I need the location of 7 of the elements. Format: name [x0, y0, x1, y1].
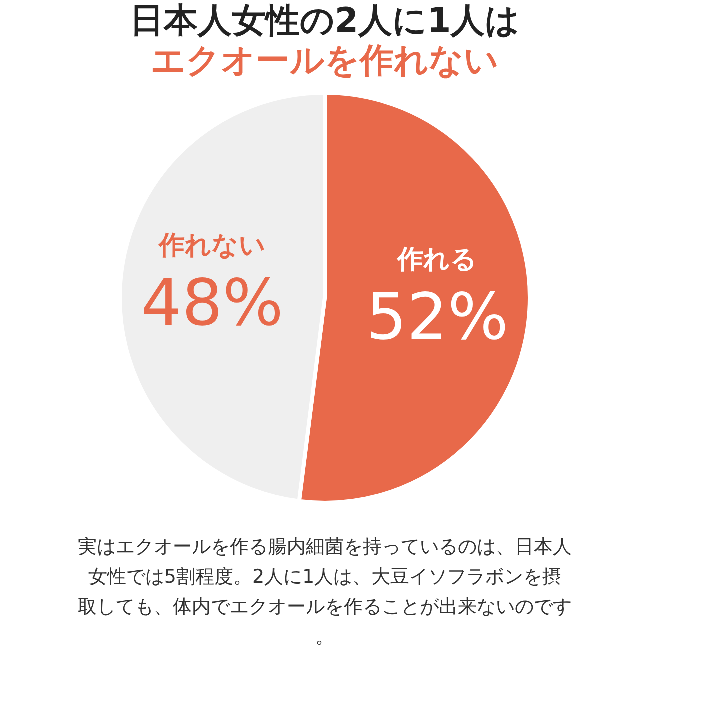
- chart-title: 日本人女性の2人に1人は: [130, 1, 520, 41]
- chart-subtitle: エクオールを作れない: [151, 41, 499, 81]
- slice-label: 作れる: [396, 245, 478, 276]
- data-label: 52%: [366, 281, 509, 356]
- text: 実はエクオールを作る腸内細菌を持っているのは、日本人女性では5割程度。2人に1人は、大豆イソフラボンを摂取しても、体内でエクオールを作ることが出来ないのです。: [78, 536, 572, 648]
- data-label: 48%: [141, 266, 284, 341]
- slice-label: 作れない: [158, 230, 266, 261]
